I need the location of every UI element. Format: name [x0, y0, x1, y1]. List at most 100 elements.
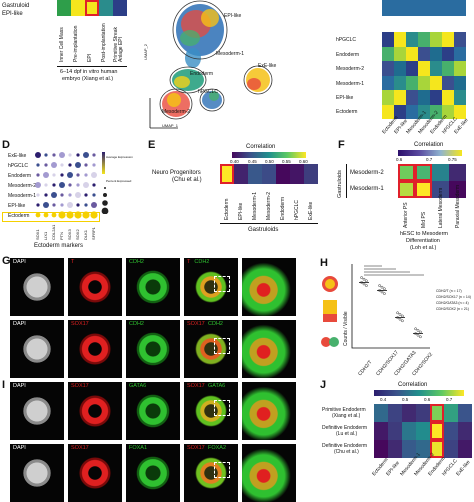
- row-label-2: (Xiang et al.): [332, 413, 361, 419]
- heatmap-cell: [444, 404, 458, 422]
- col-label: ExE-like: [308, 201, 314, 220]
- heat-cell: [57, 0, 71, 16]
- gene-label: SOX2: [75, 229, 80, 240]
- heatmap-cell: [382, 32, 394, 47]
- heatmap-cell: [402, 440, 416, 458]
- microscopy-image: DAPI: [10, 258, 64, 316]
- dot-mark: [82, 211, 90, 219]
- heatmap-cell: [406, 61, 418, 76]
- dot-mark: [68, 193, 72, 197]
- channel-label: SOX17: [71, 321, 89, 327]
- heat-cell: [71, 0, 85, 16]
- heatmap-cell: [276, 164, 290, 184]
- colorbar-tick: 0.45: [248, 159, 257, 164]
- data-point: [419, 335, 422, 339]
- heatmap-cell: [406, 32, 418, 47]
- data-point: [365, 279, 368, 283]
- heatmap-cell: [458, 422, 472, 440]
- heatmap-cell: [374, 440, 388, 458]
- heatmap-cell: [406, 90, 418, 105]
- dot-mark: [92, 153, 96, 157]
- x-axis-label-1: hESC to Mesoderm: [400, 231, 448, 237]
- heatmap-cell: [442, 90, 454, 105]
- heatmap-cell: [234, 164, 248, 184]
- panel-letter: F: [338, 139, 345, 151]
- microscopy-image: SOX17: [68, 382, 122, 440]
- channel-label: DAPI: [13, 383, 26, 389]
- channel-label: SOX17: [71, 383, 89, 389]
- microscopy-image: SOX17: [68, 320, 122, 378]
- channel-label: DAPI: [13, 321, 26, 327]
- channel-label: CDH2: [129, 259, 144, 265]
- heat-cell: [113, 0, 127, 16]
- category-label: CDH2/T: [357, 359, 374, 378]
- dot-mark: [84, 163, 88, 167]
- panel-letter: I: [2, 379, 6, 391]
- row-label-1: Neuro Progenitors: [152, 170, 201, 176]
- dot-mark: [92, 193, 96, 197]
- microscopy-image: CDH2: [126, 320, 180, 378]
- dot-mark: [60, 203, 64, 207]
- col-label: Endoderm: [280, 196, 286, 220]
- dot-mark: [92, 163, 96, 167]
- heatmap-cell: [416, 440, 430, 458]
- panel-letter: G: [2, 255, 11, 267]
- heatmap-cell: [430, 61, 442, 76]
- heatmap-cell: [442, 46, 454, 61]
- dot-mark: [74, 211, 82, 219]
- channel-label: GATA6: [129, 383, 147, 389]
- data-point: [380, 285, 384, 289]
- dot-mark: [43, 202, 49, 208]
- col-label: Primitive Streak Anlage EPI: [113, 26, 124, 62]
- row-label: Mesoderm-2: [8, 183, 37, 189]
- row-label: ExE-like: [8, 153, 27, 159]
- heatmap-cell: [444, 422, 458, 440]
- data-point: [365, 284, 368, 287]
- heatmap-cell: [416, 404, 430, 422]
- highlight-box: [2, 212, 100, 222]
- zoom-inset-image: [242, 444, 296, 502]
- channel-label: FOXA1: [129, 445, 148, 451]
- microscopy-image: SOX17: [68, 444, 122, 502]
- panel-a: Gastruloid EPI-like Inner Cell Mass Pre-…: [0, 0, 135, 100]
- dot-mark: [51, 212, 57, 218]
- col-label: Pre-implantation: [73, 25, 79, 62]
- dot-mark: [76, 203, 80, 207]
- dot-mark: [36, 163, 40, 167]
- heatmap-cell: [415, 164, 432, 181]
- cluster-outlines: [159, 0, 273, 120]
- row-label: Mesoderm-1: [350, 186, 384, 192]
- dot-mark: [76, 173, 80, 177]
- dot-mark: [59, 182, 65, 188]
- pct-legend-dots: [101, 187, 109, 214]
- heatmap-cell: [388, 440, 402, 458]
- group-label: Gastruloids: [337, 170, 343, 198]
- heatmap-cell: [388, 404, 402, 422]
- colorbar-tick: 0.60: [299, 159, 308, 164]
- panel-c: hPGCLC Endoderm Mesoderm-2 Mesoderm-1 EP…: [330, 0, 474, 135]
- zoom-inset-image: [242, 382, 296, 440]
- channel-label: SOX17: [187, 383, 205, 389]
- colorbar-title: Correlation: [414, 142, 444, 148]
- dot-mark: [51, 162, 57, 168]
- data-point: [401, 319, 404, 323]
- row-label: Endoderm: [8, 173, 32, 179]
- dot-mark: [66, 211, 74, 219]
- colorbar-tick: 0.6: [396, 157, 403, 162]
- heatmap-cell: [418, 32, 430, 47]
- dot-mark: [44, 163, 48, 167]
- heatmap-cell: [432, 164, 449, 181]
- data-point: [380, 290, 384, 294]
- x-axis-label-3: (Loh et al.): [410, 245, 437, 251]
- dot-mark: [51, 192, 57, 198]
- colorbar-tick: 0.7: [446, 397, 453, 402]
- colorbar: [232, 152, 306, 158]
- heatmap-cell: [406, 75, 418, 90]
- heatmap-cell: [382, 61, 394, 76]
- data-point: [362, 282, 366, 286]
- heatmap-cell: [416, 422, 430, 440]
- channel-label: T: [71, 259, 75, 265]
- heat-row-top: [382, 0, 466, 16]
- heatmap-cell: [430, 422, 444, 440]
- heatmap-cell: [374, 404, 388, 422]
